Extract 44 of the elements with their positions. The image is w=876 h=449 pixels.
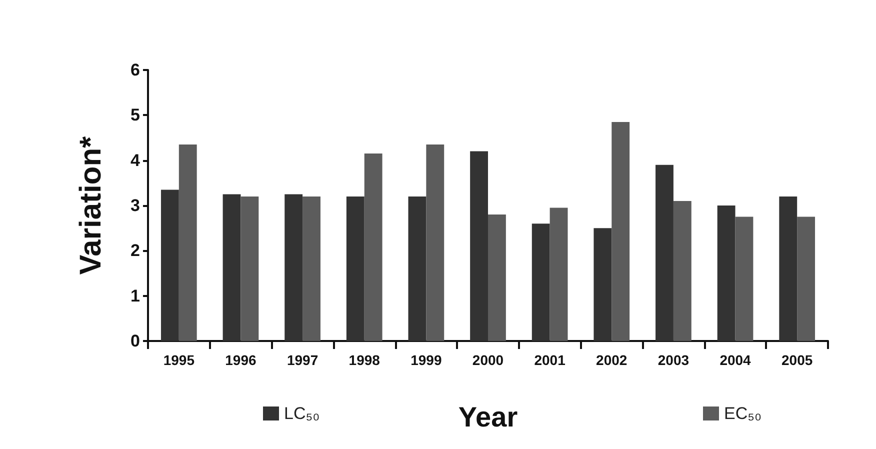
bar <box>346 196 364 341</box>
x-tick-label: 1995 <box>163 352 195 368</box>
bar <box>594 228 612 341</box>
y-tick-label: 4 <box>130 150 141 170</box>
bar <box>302 196 320 341</box>
x-tick-label: 2001 <box>534 352 566 368</box>
bar <box>364 154 382 341</box>
x-tick-label: 2002 <box>596 352 628 368</box>
bar <box>797 216 816 341</box>
bar <box>612 122 630 341</box>
bar <box>160 190 179 341</box>
y-tick-label: 6 <box>130 60 140 80</box>
y-tick-label: 5 <box>130 106 140 125</box>
x-tick-label: 2004 <box>720 352 752 368</box>
bar <box>656 164 674 341</box>
x-axis-title: Year <box>458 402 518 432</box>
bar <box>470 151 488 341</box>
bar <box>717 206 736 341</box>
y-tick-label: 2 <box>130 241 140 260</box>
y-tick-label: 3 <box>130 196 140 215</box>
x-tick-label: 2000 <box>472 352 504 368</box>
x-tick-label: 1999 <box>410 352 442 368</box>
bar <box>735 216 754 341</box>
x-tick-label: 1996 <box>225 352 257 368</box>
bar <box>488 214 506 341</box>
bar <box>673 200 692 341</box>
bar <box>532 224 550 341</box>
legend-label: EC₅₀ <box>724 404 762 423</box>
bar <box>178 144 197 341</box>
bar <box>222 194 241 341</box>
legend-label: LC₅₀ <box>284 404 320 423</box>
bar <box>550 208 568 341</box>
bar <box>426 144 444 341</box>
x-tick-label: 1997 <box>286 352 318 368</box>
y-axis-title: Variation* <box>74 136 108 275</box>
bar <box>284 194 303 341</box>
bar <box>240 196 259 341</box>
y-tick-label: 1 <box>130 286 140 306</box>
bar <box>779 196 798 341</box>
bar <box>408 196 426 341</box>
x-tick-label: 1998 <box>348 352 380 368</box>
x-tick-label: 2005 <box>782 352 813 368</box>
y-tick-label: 0 <box>130 332 140 350</box>
x-tick-label: 2003 <box>658 352 690 368</box>
